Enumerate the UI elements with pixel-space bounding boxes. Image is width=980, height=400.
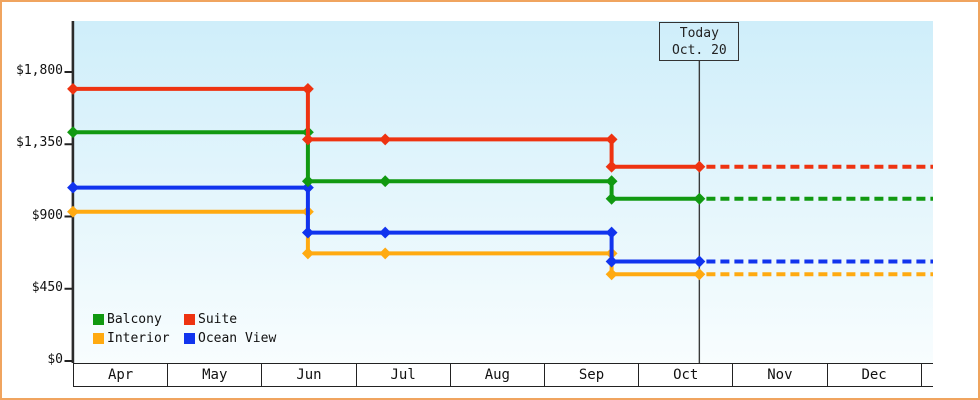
- legend-swatch-suite: [184, 314, 195, 325]
- legend-label-ocean-view: Ocean View: [198, 331, 277, 346]
- x-axis-month-may: May: [168, 364, 263, 386]
- price-line-suite: [73, 86, 700, 169]
- legend-item-balcony: Balcony: [93, 310, 184, 329]
- legend-label-balcony: Balcony: [107, 312, 162, 327]
- legend-item-ocean-view: Ocean View: [184, 329, 276, 348]
- x-axis-month-oct: Oct: [639, 364, 734, 386]
- legend-swatch-balcony: [93, 314, 104, 325]
- legend-label-suite: Suite: [198, 312, 238, 327]
- chart-legend: Balcony Suite Interior Ocean View: [93, 310, 276, 348]
- y-axis-label: $0: [47, 352, 63, 367]
- x-axis-month-aug: Aug: [451, 364, 545, 386]
- price-line-ocean-view: [73, 185, 700, 264]
- x-axis-month-row: Apr May Jun Jul Aug Sep Oct Nov Dec: [73, 363, 933, 387]
- x-axis-month-dec: Dec: [828, 364, 922, 386]
- y-axis-label: $1,350: [16, 135, 63, 151]
- y-axis-label: $450: [31, 279, 63, 295]
- legend-swatch-ocean-view: [184, 333, 195, 344]
- x-axis-month-apr: Apr: [74, 364, 169, 386]
- legend-item-suite: Suite: [184, 310, 276, 329]
- plot-background: [73, 21, 933, 363]
- today-label: Today: [679, 26, 719, 41]
- x-axis-month-nov: Nov: [733, 364, 828, 386]
- legend-swatch-interior: [93, 333, 104, 344]
- x-axis-month-jun: Jun: [262, 364, 357, 386]
- x-axis-stub: [922, 364, 933, 386]
- today-marker-box: Today Oct. 20: [659, 22, 740, 61]
- x-axis-month-jul: Jul: [357, 364, 451, 386]
- legend-label-interior: Interior: [107, 331, 170, 346]
- legend-item-interior: Interior: [93, 329, 184, 348]
- x-axis-month-sep: Sep: [545, 364, 640, 386]
- price-line-interior: [73, 209, 700, 277]
- y-axis-label: $1,800: [16, 63, 63, 78]
- y-axis-label: $900: [31, 207, 63, 223]
- price-line-balcony: [73, 130, 700, 201]
- today-date-label: Oct. 20: [671, 43, 727, 58]
